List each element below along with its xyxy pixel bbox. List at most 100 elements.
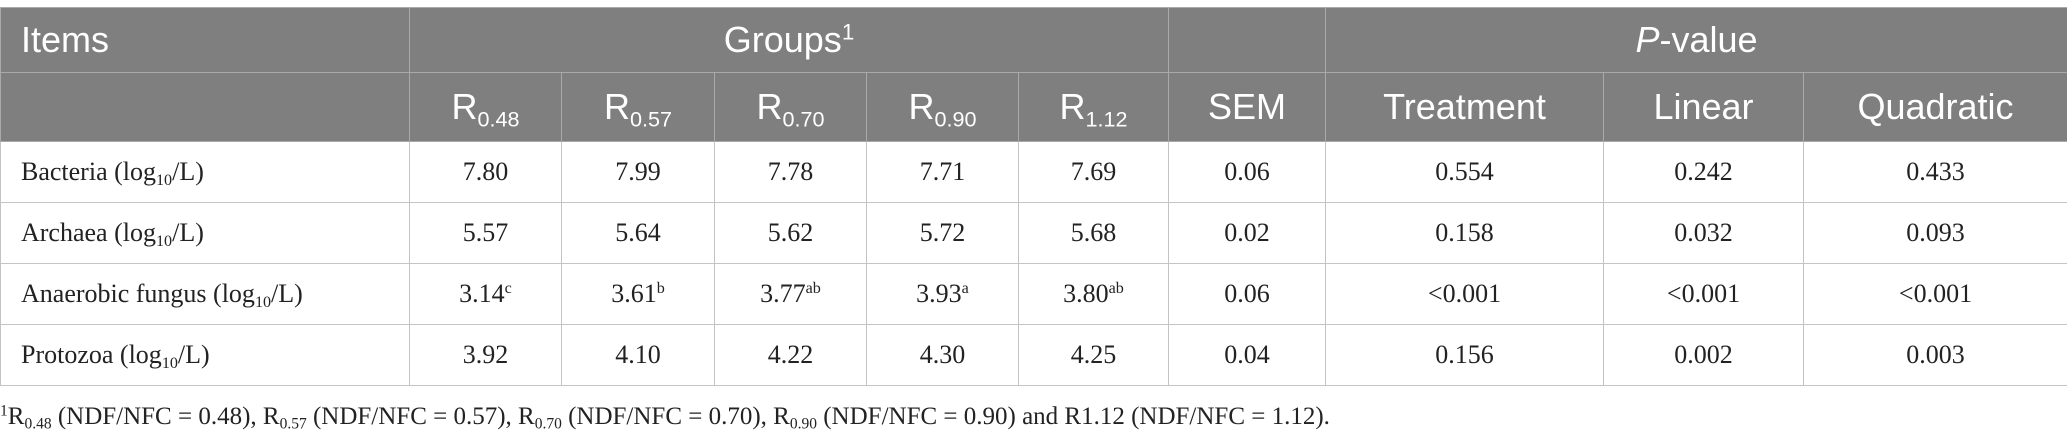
text: 0.032 <box>1674 218 1733 247</box>
header-cell: SEM <box>1168 72 1326 142</box>
text: 4.22 <box>767 340 814 369</box>
table-row: Anaerobic fungus (log10/L) 3.14c 3.61b 3.77… <box>0 263 2067 325</box>
subscript: 1.12 <box>1085 106 1128 132</box>
table-cell: <0.001 <box>1802 263 2067 325</box>
table-cell: 0.02 <box>1168 202 1326 264</box>
header-cell <box>1168 7 1326 73</box>
subscript: 0.48 <box>24 415 52 433</box>
header-cell: Linear <box>1603 72 1804 142</box>
subscript: 0.57 <box>629 106 673 132</box>
superscript: c <box>504 280 512 298</box>
superscript: ab <box>805 280 821 298</box>
table-cell: 3.14c <box>409 263 562 325</box>
text: (NDF/NFC = 0.70), R <box>561 403 790 430</box>
text: 0.156 <box>1435 340 1494 369</box>
table-body: Bacteria (log 10/L) 7.80 7.99 7.78 7.71 7.69 0.… <box>0 141 2067 386</box>
header-row: Items Groups1 P-value <box>0 7 2067 73</box>
text: 3.14 <box>459 279 505 308</box>
table-cell: 3.77ab <box>714 263 867 325</box>
footnote: 1R0.48 (NDF/NFC = 0.48), R0.57 (NDF/NFC … <box>0 402 1330 433</box>
text: Anaerobic fungus (log <box>21 279 255 308</box>
header-cell: Quadratic <box>1802 72 2067 142</box>
table-cell: 3.93a <box>866 263 1019 325</box>
text: Linear <box>1653 86 1754 127</box>
table-cell: 7.99 <box>561 141 715 203</box>
table-cell: 5.64 <box>561 202 715 264</box>
table-cell: 4.22 <box>714 324 867 386</box>
table-cell: 5.72 <box>866 202 1019 264</box>
text: 7.71 <box>919 157 966 186</box>
text: SEM <box>1207 86 1286 127</box>
table-cell: 0.04 <box>1168 324 1326 386</box>
row-label: Archaea (log10/L) <box>0 202 410 264</box>
table-row: Archaea (log10/L) 5.57 5.64 5.62 5.72 5.68 0.0… <box>0 202 2067 264</box>
table-cell: 4.10 <box>561 324 715 386</box>
table-row: Protozoa (log10/L) 3.92 4.10 4.22 4.30 4.25 0.… <box>0 324 2067 386</box>
header-cell: R1.12 <box>1018 72 1169 142</box>
table-cell: 0.242 <box>1603 141 1804 203</box>
table-cell: 0.433 <box>1802 141 2067 203</box>
table-cell: 0.032 <box>1603 202 1804 264</box>
text: <0.001 <box>1666 279 1741 308</box>
superscript: ab <box>1108 280 1124 298</box>
text: Items <box>21 19 110 60</box>
text: 0.158 <box>1435 218 1494 247</box>
table-cell: <0.001 <box>1603 263 1804 325</box>
text: 5.72 <box>919 218 966 247</box>
header-cell: R0.90 <box>866 72 1019 142</box>
text: /L) <box>177 340 210 369</box>
text: R <box>756 86 783 127</box>
table-cell: 3.80ab <box>1018 263 1169 325</box>
subscript: 0.57 <box>279 415 307 433</box>
text: Bacteria (log <box>21 157 156 186</box>
data-table: Items Groups1 P-value R0.48 R0.57 R0.70 R0.90 R… <box>0 7 2067 386</box>
table-cell: 0.554 <box>1325 141 1604 203</box>
text: Archaea (log <box>21 218 156 247</box>
text: 4.10 <box>615 340 661 369</box>
text: Protozoa (log <box>21 340 162 369</box>
subscript: 0.70 <box>782 106 825 132</box>
subscript: 10 <box>155 232 173 250</box>
subscript: 10 <box>254 293 272 311</box>
row-label: Anaerobic fungus (log10/L) <box>0 263 410 325</box>
text: 3.92 <box>462 340 509 369</box>
text: P <box>1635 19 1660 60</box>
text: 7.78 <box>767 157 814 186</box>
table-cell: 7.80 <box>409 141 562 203</box>
table-cell: 4.30 <box>866 324 1019 386</box>
text: R <box>908 86 935 127</box>
table-cell: 0.06 <box>1168 263 1326 325</box>
text: <0.001 <box>1898 279 1973 308</box>
text: (NDF/NFC = 0.48), R <box>51 403 280 430</box>
text: 7.69 <box>1070 157 1117 186</box>
text: R <box>451 86 478 127</box>
superscript: 1 <box>0 402 8 420</box>
text: 0.06 <box>1224 279 1270 308</box>
text: 4.25 <box>1070 340 1117 369</box>
table-cell: 3.92 <box>409 324 562 386</box>
superscript: b <box>656 280 665 298</box>
text: R <box>7 403 25 430</box>
table-cell: 7.71 <box>866 141 1019 203</box>
table-header: Items Groups1 P-value R0.48 R0.57 R0.70 R0.90 R… <box>0 7 2067 142</box>
text: R <box>603 86 630 127</box>
table-cell: 7.78 <box>714 141 867 203</box>
text: 3.93 <box>916 279 962 308</box>
text: 0.003 <box>1906 340 1965 369</box>
table-cell: 0.093 <box>1802 202 2067 264</box>
text: 5.62 <box>767 218 814 247</box>
text: -value <box>1659 19 1758 60</box>
text: 0.093 <box>1906 218 1965 247</box>
text: 3.61 <box>611 279 657 308</box>
text: 5.57 <box>462 218 509 247</box>
superscript: a <box>961 280 969 298</box>
text: 0.02 <box>1224 218 1270 247</box>
header-cell: Treatment <box>1325 72 1604 142</box>
text: 0.242 <box>1674 157 1733 186</box>
text: 0.06 <box>1224 157 1270 186</box>
text: 0.04 <box>1224 340 1270 369</box>
text: /L) <box>172 157 204 186</box>
subscript: 0.90 <box>934 106 977 132</box>
superscript: 1 <box>841 19 855 45</box>
table-cell: 3.61b <box>561 263 715 325</box>
